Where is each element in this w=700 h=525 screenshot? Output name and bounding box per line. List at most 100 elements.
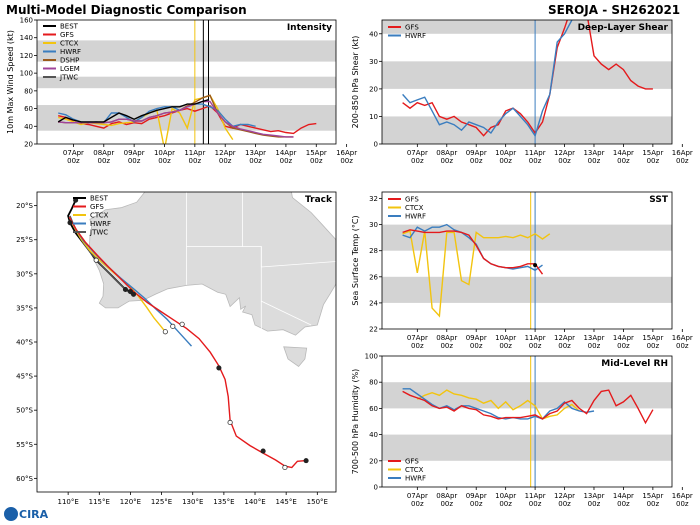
- shear-title: Deep-Layer Shear: [578, 23, 669, 33]
- rh-xtick-label: 08Apr 00z: [436, 492, 457, 508]
- shear-xtick-label: 08Apr 00z: [436, 149, 457, 165]
- rh-xtick-label: 10Apr 00z: [495, 492, 516, 508]
- rh-title: Mid-Level RH: [601, 359, 668, 369]
- track-marker-ctcx: [179, 321, 185, 327]
- intensity-xtick-label: 13Apr 00z: [245, 149, 266, 165]
- sst-xtick-hour: 00z: [676, 342, 689, 350]
- sst-xtick-label: 14Apr 00z: [613, 334, 634, 350]
- shear-xtick-label: 16Apr 00z: [672, 149, 693, 165]
- track-xtick-label: 115°E: [89, 498, 110, 506]
- intensity-ytick-label: 20: [24, 141, 33, 149]
- track-marker-best: [127, 288, 133, 295]
- shear-legend-label-hwrf: HWRF: [405, 32, 426, 40]
- intensity-xtick-label: 07Apr 00z: [63, 149, 84, 165]
- shear-xtick-label: 09Apr 00z: [466, 149, 487, 165]
- sst-xtick-day: 07Apr: [407, 334, 428, 342]
- rh-xtick-hour: 00z: [529, 500, 542, 508]
- shear-xtick-label: 07Apr 00z: [407, 149, 428, 165]
- track-marker-best: [67, 220, 73, 226]
- track-ytick-label: 25°S: [16, 236, 33, 244]
- rh-series-gfs: [402, 389, 654, 425]
- intensity-series-best: [57, 99, 209, 123]
- rh-xtick-day: 11Apr: [525, 492, 546, 500]
- sst-legend-label-ctcx: CTCX: [405, 204, 424, 212]
- shear-xtick-hour: 00z: [470, 157, 483, 165]
- intensity-xtick-hour: 00z: [97, 157, 110, 165]
- rh-band: [382, 434, 672, 461]
- rh-ytick-label: 60: [369, 405, 378, 413]
- sst-xtick-label: 16Apr 00z: [672, 334, 693, 350]
- rh-xtick-hour: 00z: [647, 500, 660, 508]
- shear-xtick-day: 07Apr: [407, 149, 428, 157]
- intensity-ytick-label: 80: [24, 87, 33, 95]
- intensity-xtick-day: 10Apr: [154, 149, 175, 157]
- sst-ylabel: Sea Surface Temp (°C): [351, 215, 360, 305]
- track-marker-gfs: [303, 458, 309, 464]
- rh-ytick-label: 20: [369, 457, 378, 465]
- intensity-xtick-day: 12Apr: [215, 149, 236, 157]
- track-map-group: [67, 192, 336, 471]
- rh-xtick-day: 16Apr: [672, 492, 693, 500]
- rh-xtick-day: 15Apr: [642, 492, 663, 500]
- intensity-series-lgem: [58, 100, 294, 138]
- intensity-xtick-day: 09Apr: [124, 149, 145, 157]
- track-marker-best: [93, 257, 99, 263]
- rh-xtick-hour: 00z: [411, 500, 424, 508]
- track-marker-gfs: [260, 448, 266, 454]
- shear-ytick-label: 20: [369, 85, 378, 93]
- intensity-legend-label-dshp: DSHP: [60, 57, 79, 65]
- track-ytick-label: 60°S: [16, 475, 33, 483]
- sst-ytick-label: 26: [369, 273, 378, 281]
- rh-xtick-day: 07Apr: [407, 492, 428, 500]
- track-ytick-label: 40°S: [16, 339, 33, 347]
- shear-xtick-hour: 00z: [558, 157, 571, 165]
- sst-xtick-day: 16Apr: [672, 334, 693, 342]
- sst-ytick-label: 22: [369, 326, 378, 334]
- rh-xtick-hour: 00z: [617, 500, 630, 508]
- intensity-ytick-label: 40: [24, 123, 33, 131]
- intensity-legend-label-ctcx: CTCX: [60, 40, 79, 48]
- track-legend-label-best: BEST: [90, 195, 109, 203]
- rh-frame: [381, 355, 673, 488]
- rh-ylabel: 700-500 hPa Humidity (%): [351, 369, 360, 475]
- shear-ytick-label: 30: [369, 58, 378, 66]
- intensity-band: [37, 40, 336, 62]
- track-ytick-label: 55°S: [16, 441, 33, 449]
- sst-series-group: [402, 223, 551, 318]
- sst-xtick-hour: 00z: [617, 342, 630, 350]
- shear-xtick-label: 13Apr 00z: [583, 149, 604, 165]
- intensity-xtick-day: 16Apr: [336, 149, 357, 157]
- rh-xtick-hour: 00z: [470, 500, 483, 508]
- rh-xtick-label: 16Apr 00z: [672, 492, 693, 508]
- sst-series-gfs: [402, 229, 544, 275]
- track-series-hwrf: [68, 216, 193, 347]
- intensity-xtick-label: 12Apr 00z: [215, 149, 236, 165]
- state-border: [242, 246, 336, 268]
- sst-xtick-day: 13Apr: [583, 334, 604, 342]
- sst-xtick-day: 10Apr: [495, 334, 516, 342]
- intensity-xtick-hour: 00z: [128, 157, 141, 165]
- intensity-legend-label-jtwc: JTWC: [59, 74, 78, 82]
- rh-xtick-label: 09Apr 00z: [466, 492, 487, 508]
- intensity-ytick-label: 100: [20, 70, 33, 78]
- sst-xtick-day: 15Apr: [642, 334, 663, 342]
- intensity-xtick-label: 16Apr 00z: [336, 149, 357, 165]
- rh-xtick-hour: 00z: [558, 500, 571, 508]
- track-marker-ctcx: [170, 323, 176, 329]
- sst-xtick-hour: 00z: [647, 342, 660, 350]
- rh-series-ctcx: [416, 389, 580, 420]
- rh-legend-label-gfs: GFS: [405, 458, 419, 466]
- shear-xtick-label: 10Apr 00z: [495, 149, 516, 165]
- intensity-xtick-day: 08Apr: [93, 149, 114, 157]
- rh-legend-label-ctcx: CTCX: [405, 466, 424, 474]
- track-ytick-label: 35°S: [16, 304, 33, 312]
- shear-band: [382, 61, 672, 89]
- rh-xtick-label: 07Apr 00z: [407, 492, 428, 508]
- rh-legend-label-hwrf: HWRF: [405, 475, 426, 483]
- track-xtick-label: 130°E: [182, 498, 203, 506]
